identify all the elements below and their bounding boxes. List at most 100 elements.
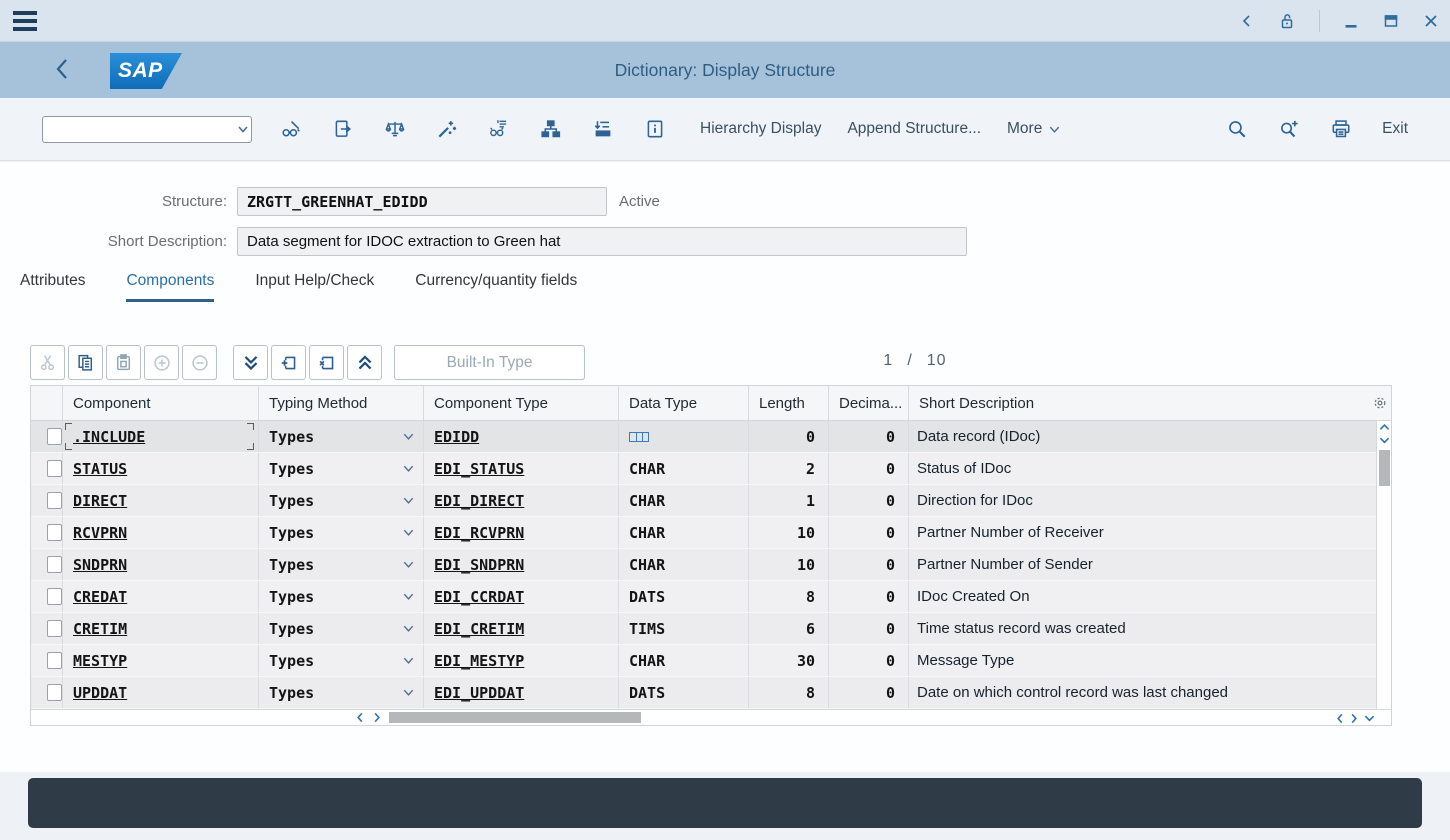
runtime-object-icon[interactable] bbox=[584, 110, 622, 148]
search-plus-icon[interactable] bbox=[1278, 118, 1300, 140]
scroll-left-icon[interactable] bbox=[351, 712, 368, 723]
component-link[interactable]: .INCLUDE bbox=[73, 427, 146, 446]
typing-method-select[interactable]: Types bbox=[259, 677, 424, 708]
activate-icon[interactable] bbox=[428, 110, 466, 148]
typing-method-select[interactable]: Types bbox=[259, 517, 424, 548]
chevron-down-icon[interactable] bbox=[402, 622, 415, 635]
typing-method-select[interactable]: Types bbox=[259, 581, 424, 612]
component-type-link[interactable]: EDI_UPDDAT bbox=[434, 683, 525, 702]
delete-row-icon[interactable] bbox=[309, 345, 344, 380]
chevron-down-icon[interactable] bbox=[402, 686, 415, 699]
component-type-link[interactable]: EDI_DIRECT bbox=[434, 491, 525, 510]
component-type-link[interactable]: EDI_CCRDAT bbox=[434, 587, 525, 606]
short-description-field[interactable]: Data segment for IDOC extraction to Gree… bbox=[237, 227, 967, 256]
chevron-down-icon[interactable] bbox=[402, 558, 415, 571]
header-short-description[interactable]: Short Description bbox=[919, 394, 1035, 412]
scroll-right-icon[interactable] bbox=[368, 712, 385, 723]
horizontal-scrollbar[interactable] bbox=[31, 709, 1376, 725]
navigate-back-icon[interactable] bbox=[52, 56, 74, 82]
insert-row-icon[interactable] bbox=[271, 345, 306, 380]
component-type-link[interactable]: EDI_SNDPRN bbox=[434, 555, 525, 574]
row-checkbox[interactable] bbox=[47, 460, 62, 477]
table-row[interactable]: MESTYP Types EDI_MESTYP CHAR 30 0 Messag… bbox=[31, 645, 1376, 677]
component-type-link[interactable]: EDIDD bbox=[434, 427, 480, 446]
typing-method-select[interactable]: Types bbox=[259, 613, 424, 644]
command-field[interactable] bbox=[42, 115, 252, 143]
header-component[interactable]: Component bbox=[63, 386, 259, 420]
row-checkbox[interactable] bbox=[47, 492, 62, 509]
menu-icon[interactable] bbox=[13, 11, 37, 15]
table-row[interactable]: CREDAT Types EDI_CCRDAT DATS 8 0 IDoc Cr… bbox=[31, 581, 1376, 613]
typing-method-select[interactable]: Types bbox=[259, 645, 424, 676]
chevron-down-icon[interactable] bbox=[402, 526, 415, 539]
component-link[interactable]: CRETIM bbox=[73, 619, 128, 638]
documentation-icon[interactable] bbox=[636, 110, 674, 148]
back-icon[interactable] bbox=[1239, 13, 1255, 29]
row-checkbox[interactable] bbox=[47, 556, 62, 573]
command-input[interactable] bbox=[43, 116, 236, 142]
table-row[interactable]: UPDDAT Types EDI_UPDDAT DATS 8 0 Date on… bbox=[31, 677, 1376, 709]
table-row[interactable]: DIRECT Types EDI_DIRECT CHAR 1 0 Directi… bbox=[31, 485, 1376, 517]
check-icon[interactable] bbox=[376, 110, 414, 148]
vertical-scrollbar[interactable] bbox=[1376, 421, 1391, 709]
component-link[interactable]: RCVPRN bbox=[73, 523, 128, 542]
typing-method-select[interactable]: Types bbox=[259, 485, 424, 516]
display-change-icon[interactable] bbox=[272, 110, 310, 148]
paste-icon[interactable] bbox=[106, 345, 141, 380]
tab-currency-quantity-fields[interactable]: Currency/quantity fields bbox=[415, 272, 578, 289]
page-down-icon[interactable] bbox=[233, 345, 268, 380]
chevron-down-icon[interactable] bbox=[402, 462, 415, 475]
header-length[interactable]: Length bbox=[749, 386, 829, 420]
typing-method-select[interactable]: Types bbox=[259, 421, 424, 452]
minimize-icon[interactable] bbox=[1342, 12, 1360, 30]
chevron-down-icon[interactable] bbox=[402, 430, 415, 443]
component-link[interactable]: SNDPRN bbox=[73, 555, 128, 574]
cut-icon[interactable] bbox=[30, 345, 65, 380]
horizontal-scroll-thumb[interactable] bbox=[389, 712, 641, 723]
close-icon[interactable] bbox=[1422, 12, 1440, 30]
maximize-icon[interactable] bbox=[1382, 12, 1400, 30]
tab-components[interactable]: Components bbox=[126, 268, 215, 302]
component-link[interactable]: DIRECT bbox=[73, 491, 128, 510]
header-component-type[interactable]: Component Type bbox=[424, 386, 619, 420]
component-type-link[interactable]: EDI_MESTYP bbox=[434, 651, 525, 670]
row-checkbox[interactable] bbox=[47, 524, 62, 541]
typing-method-select[interactable]: Types bbox=[259, 453, 424, 484]
table-row[interactable]: .INCLUDE Types EDIDD 0 0 Data record (ID… bbox=[31, 421, 1376, 453]
scroll-down-icon[interactable] bbox=[1379, 434, 1390, 447]
row-checkbox[interactable] bbox=[47, 428, 62, 445]
copy-icon[interactable] bbox=[68, 345, 103, 380]
typing-method-select[interactable]: Types bbox=[259, 549, 424, 580]
row-checkbox[interactable] bbox=[47, 588, 62, 605]
chevron-down-icon[interactable] bbox=[402, 590, 415, 603]
built-in-type-button[interactable]: Built-In Type bbox=[394, 345, 585, 380]
component-link[interactable]: CREDAT bbox=[73, 587, 128, 606]
row-checkbox[interactable] bbox=[47, 620, 62, 637]
hierarchy-icon[interactable] bbox=[532, 110, 570, 148]
print-icon[interactable] bbox=[1330, 118, 1352, 140]
scroll-up-icon[interactable] bbox=[1379, 421, 1390, 434]
chevron-down-icon[interactable] bbox=[236, 122, 250, 136]
row-checkbox[interactable] bbox=[47, 652, 62, 669]
component-link[interactable]: UPDDAT bbox=[73, 683, 128, 702]
settings-gear-icon[interactable] bbox=[1372, 395, 1388, 411]
component-link[interactable]: MESTYP bbox=[73, 651, 128, 670]
remove-icon[interactable] bbox=[182, 345, 217, 380]
corner-scroll-buttons[interactable] bbox=[1336, 713, 1375, 724]
tab-attributes[interactable]: Attributes bbox=[20, 272, 86, 289]
structure-field[interactable]: ZRGTT_GREENHAT_EDIDD bbox=[237, 187, 607, 216]
copy-object-icon[interactable] bbox=[324, 110, 362, 148]
component-type-link[interactable]: EDI_RCVPRN bbox=[434, 523, 525, 542]
table-row[interactable]: STATUS Types EDI_STATUS CHAR 2 0 Status … bbox=[31, 453, 1376, 485]
row-checkbox[interactable] bbox=[47, 684, 62, 701]
component-type-link[interactable]: EDI_CRETIM bbox=[434, 619, 525, 638]
header-typing-method[interactable]: Typing Method bbox=[259, 386, 424, 420]
add-icon[interactable] bbox=[144, 345, 179, 380]
page-up-icon[interactable] bbox=[347, 345, 382, 380]
component-link[interactable]: STATUS bbox=[73, 459, 128, 478]
component-type-link[interactable]: EDI_STATUS bbox=[434, 459, 525, 478]
exit-button[interactable]: Exit bbox=[1382, 120, 1408, 137]
search-icon[interactable] bbox=[1226, 118, 1248, 140]
table-row[interactable]: CRETIM Types EDI_CRETIM TIMS 6 0 Time st… bbox=[31, 613, 1376, 645]
chevron-down-icon[interactable] bbox=[402, 654, 415, 667]
